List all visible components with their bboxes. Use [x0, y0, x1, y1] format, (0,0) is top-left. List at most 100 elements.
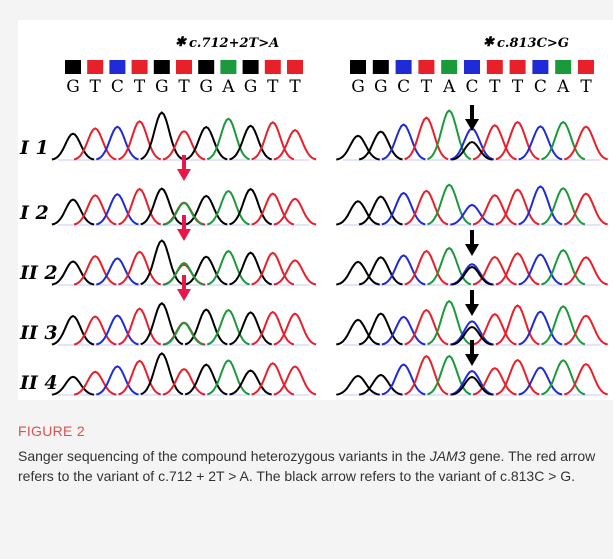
left-base-color-bar	[65, 60, 81, 74]
left-sequence-letter: T	[289, 77, 301, 97]
left-trace-peak	[162, 130, 206, 161]
left-sequence-letter: G	[66, 77, 80, 97]
left-sequence-letter: G	[199, 77, 213, 97]
right-variant-secondary-peak	[451, 140, 493, 161]
left-sequence-letter: T	[267, 77, 279, 97]
left-trace-peak	[140, 111, 184, 161]
right-sequence-letter: T	[489, 77, 501, 97]
left-mutation-label: c.712+2T>A	[189, 36, 279, 51]
left-trace-peak	[229, 251, 273, 286]
left-trace-peak	[251, 362, 295, 396]
left-trace-peak	[184, 363, 228, 396]
right-base-color-bar	[418, 60, 435, 74]
black-arrow-head	[465, 354, 479, 366]
right-trace-peak	[495, 304, 540, 346]
right-trace-peak	[404, 308, 449, 346]
right-trace-peak	[472, 313, 517, 346]
left-sequence-letter: C	[111, 77, 124, 97]
left-base-color-bar	[198, 60, 215, 74]
right-trace-peak	[404, 249, 449, 286]
left-trace-peak	[251, 121, 295, 161]
right-variant-secondary-peak	[451, 375, 493, 396]
left-variant-secondary-peak	[163, 201, 205, 226]
right-trace-peak	[336, 200, 380, 226]
right-variant-secondary-peak	[451, 265, 493, 286]
row-label: I 1	[19, 137, 49, 159]
left-trace-peak	[251, 192, 295, 226]
right-trace-peak	[427, 299, 472, 346]
right-trace-peak	[472, 255, 517, 286]
left-trace-peak	[73, 315, 117, 346]
right-base-color-bar	[372, 60, 389, 74]
left-trace-peak	[118, 187, 162, 226]
right-base-color-bar	[486, 60, 503, 74]
right-trace-peak	[427, 246, 472, 286]
left-trace-peak	[73, 254, 117, 286]
right-sequence-letter: A	[442, 77, 456, 97]
left-trace-peak	[251, 251, 295, 286]
right-trace-peak	[564, 362, 608, 396]
right-base-color-bar	[532, 60, 549, 74]
right-trace-peak	[358, 130, 403, 161]
left-trace-peak	[96, 193, 139, 226]
right-trace-peak	[336, 260, 380, 286]
right-trace-peak	[518, 366, 563, 396]
row-label: II 4	[19, 372, 58, 394]
black-arrow-head	[465, 304, 479, 316]
left-trace-peak	[140, 352, 184, 396]
right-trace-peak	[541, 120, 586, 161]
right-base-color-bar	[555, 60, 572, 74]
right-base-color-bar	[441, 60, 458, 74]
right-sequence-letter: T	[512, 77, 524, 97]
figure-label: FIGURE 2	[18, 423, 85, 439]
right-variant-secondary-peak	[451, 325, 493, 346]
right-trace-peak	[541, 359, 586, 396]
left-sequence-letter: G	[244, 77, 258, 97]
left-trace-peak	[206, 249, 250, 286]
right-trace-peak	[541, 305, 586, 346]
right-trace-peak	[450, 370, 494, 396]
left-trace-peak	[140, 187, 184, 226]
left-trace-peak	[51, 132, 95, 161]
left-trace-peak	[206, 117, 250, 161]
left-trace-peak	[96, 257, 139, 286]
right-base-color-bar	[464, 60, 480, 74]
right-trace-peak	[518, 310, 563, 346]
right-trace-peak	[564, 256, 608, 286]
right-trace-peak	[336, 134, 380, 161]
left-variant-secondary-peak	[163, 321, 205, 346]
right-trace-peak	[404, 189, 449, 226]
left-trace-peak	[184, 308, 228, 346]
left-base-color-bar	[242, 60, 259, 74]
left-trace-peak	[273, 365, 317, 396]
left-trace-peak	[96, 365, 139, 396]
left-base-color-bar	[264, 60, 281, 74]
left-base-color-bar	[153, 60, 170, 74]
left-trace-peak	[140, 302, 184, 346]
right-trace-peak	[518, 253, 563, 286]
left-trace-peak	[51, 198, 95, 226]
right-trace-peak	[358, 195, 403, 226]
left-trace-peak	[51, 375, 95, 396]
left-base-color-bar	[176, 60, 192, 74]
right-trace-peak	[404, 354, 449, 396]
left-trace-peak	[118, 307, 162, 346]
right-base-color-bar	[509, 60, 526, 74]
right-sequence-letter: G	[374, 77, 388, 97]
right-trace-peak	[564, 192, 608, 226]
left-trace-peak	[229, 124, 273, 161]
caption-text-before: Sanger sequencing of the compound hetero…	[18, 448, 430, 464]
right-sequence-letter: C	[397, 77, 410, 97]
right-trace-peak	[427, 183, 472, 226]
red-arrow-head	[177, 229, 191, 241]
left-trace-peak	[51, 260, 95, 286]
left-asterisk: ✱	[175, 35, 187, 50]
row-label: II 3	[19, 322, 58, 344]
left-trace-peak	[229, 369, 272, 396]
left-trace-peak	[273, 197, 317, 226]
left-base-color-bar	[87, 60, 104, 74]
right-trace-peak	[381, 363, 426, 396]
left-trace-peak	[118, 359, 162, 396]
